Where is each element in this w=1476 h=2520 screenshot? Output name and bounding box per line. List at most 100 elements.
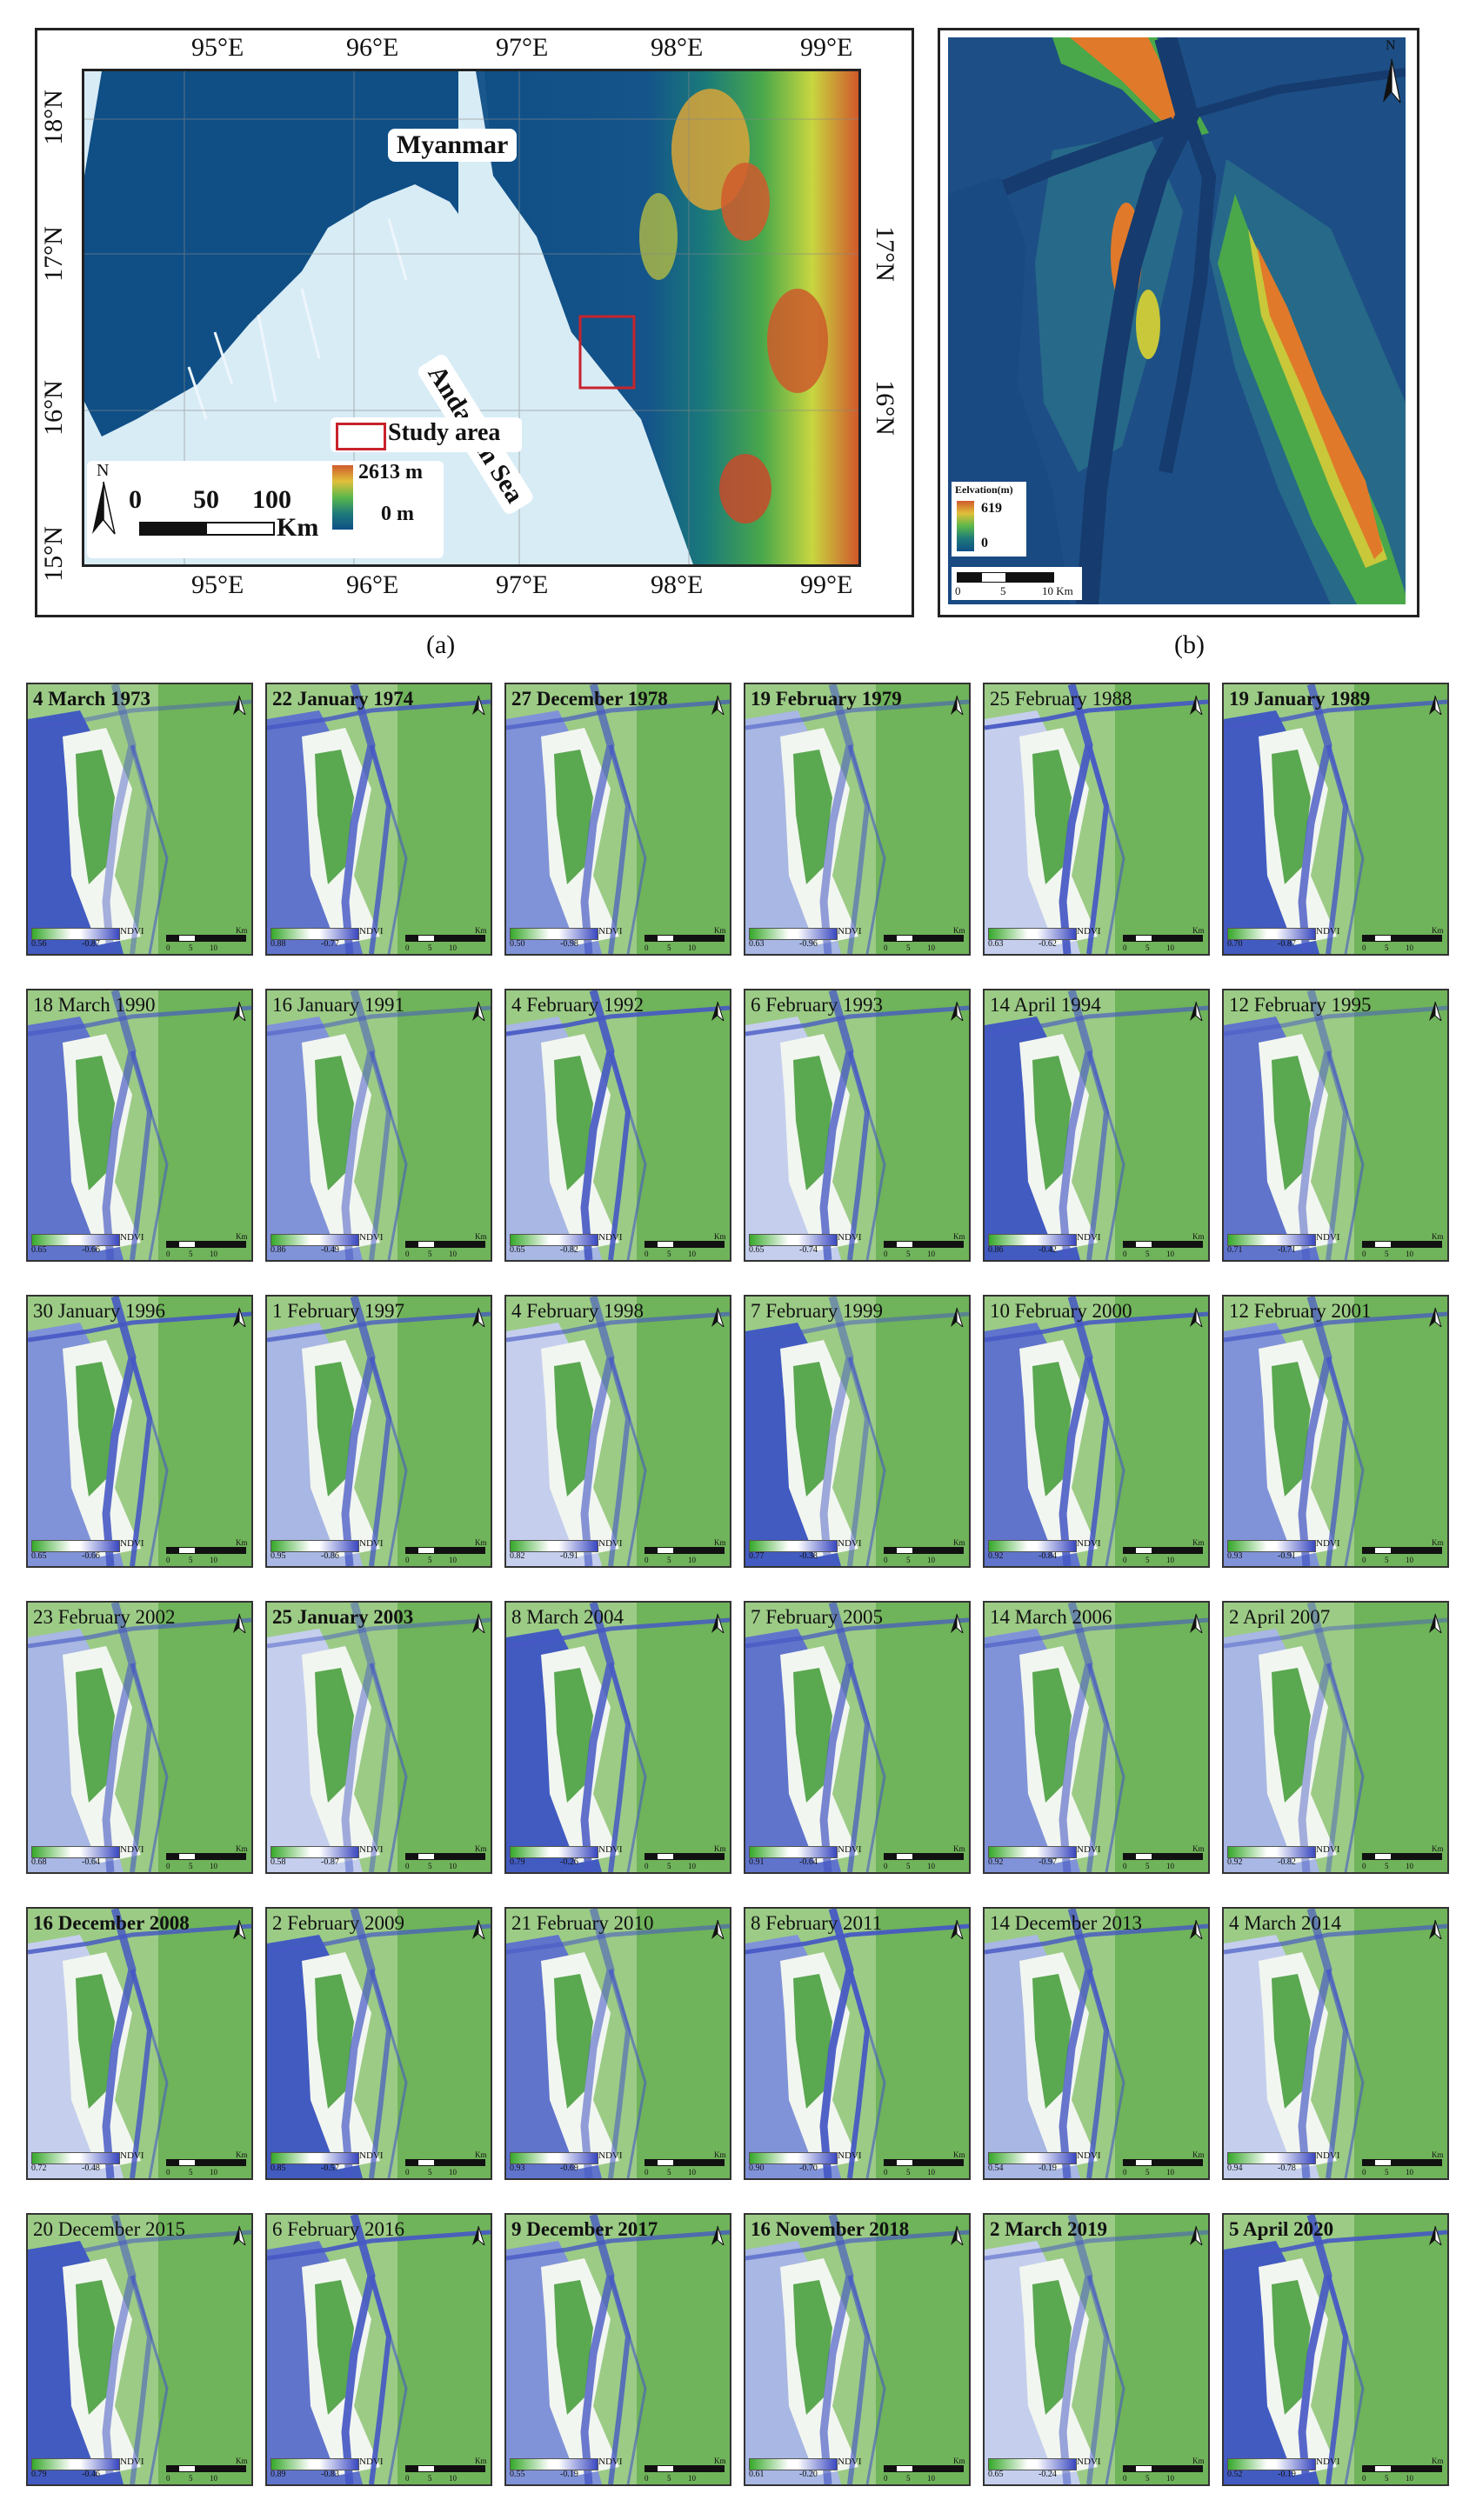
study-area-legend: Study area (331, 417, 522, 452)
ndvi-min-value: -0.97 (1039, 1857, 1057, 1867)
tile-scale-10: 10 (1166, 2474, 1174, 2483)
ndvi-min-value: -0.19 (560, 2470, 578, 2479)
ndvi-colorbar (749, 928, 838, 940)
tile-scale-bar: 0 5 10 Km (1123, 2457, 1205, 2483)
tile-scale-5: 5 (1145, 2474, 1150, 2483)
ndvi-map-image (745, 1297, 969, 1566)
ndvi-colorbar (270, 928, 359, 940)
tile-date: 30 January 1996 (33, 1300, 166, 1322)
ndvi-colorbar (749, 2458, 838, 2470)
tile-scale-0: 0 (644, 943, 649, 952)
north-arrow-icon (1429, 1919, 1442, 1939)
tile-scale-10: 10 (688, 2474, 696, 2483)
ndvi-map-image (1224, 1909, 1447, 2178)
ndvi-legend-label: NDVI (838, 1844, 862, 1855)
tile-date: 12 February 2001 (1229, 1300, 1372, 1322)
caption-a: (a) (426, 630, 456, 659)
ndvi-max-value: 0.79 (510, 1857, 525, 1867)
tile-scale-5: 5 (667, 1862, 671, 1870)
ndvi-min-value: -0.78 (1278, 2163, 1296, 2173)
ndvi-map-image (28, 990, 251, 1260)
ndvi-legend: NDVI 0.68 -0.64 (31, 1844, 160, 1869)
ndvi-tile: 14 April 1994 NDVI 0.86 -0.42 0 5 10 Km (983, 989, 1210, 1262)
tile-scale-unit: Km (236, 1538, 248, 1547)
ndvi-legend-label: NDVI (120, 1232, 144, 1243)
ndvi-tile: 4 March 1973 NDVI 0.56 -0.87 0 5 10 Km (26, 683, 253, 956)
ndvi-legend-label: NDVI (359, 2150, 384, 2161)
ndvi-min-value: -0.69 (560, 2163, 578, 2173)
north-arrow-icon (1429, 1307, 1442, 1327)
ndvi-colorbar (510, 928, 598, 940)
tile-date: 7 February 2005 (751, 1606, 884, 1628)
panel-b-elev-min: 0 (981, 536, 988, 550)
tile-date: 16 November 2018 (751, 2218, 910, 2240)
ndvi-legend: NDVI 0.56 -0.87 (31, 926, 160, 950)
tile-scale-0: 0 (644, 1250, 649, 1258)
ndvi-tile: 16 December 2008 NDVI 0.72 -0.48 0 5 10 … (26, 1907, 253, 2180)
tile-scale-bar: 0 5 10 Km (644, 1538, 726, 1564)
panel-b-legend: Eelvation(m) 619 0 (952, 482, 1026, 557)
ndvi-max-value: 0.93 (510, 2163, 525, 2173)
tile-scale-unit: Km (1192, 926, 1205, 935)
ndvi-legend: NDVI 0.90 -0.70 (749, 2150, 878, 2175)
ndvi-legend: NDVI 0.63 -0.62 (988, 926, 1117, 950)
tile-scale-0: 0 (166, 943, 170, 952)
ndvi-min-value: -0.74 (799, 1245, 818, 1255)
ndvi-colorbar (510, 1234, 598, 1246)
ndvi-colorbar (31, 2458, 120, 2470)
ndvi-max-value: 0.90 (749, 2163, 765, 2173)
north-arrow-icon (1190, 1919, 1203, 1939)
north-arrow-icon (92, 481, 116, 535)
tile-scale-0: 0 (1362, 2474, 1366, 2483)
tile-scale-5: 5 (1145, 943, 1150, 952)
tile-scale-bar: 0 5 10 Km (166, 1538, 248, 1564)
tile-date: 4 February 1998 (511, 1300, 644, 1322)
ndvi-legend: NDVI 0.54 -0.19 (988, 2150, 1117, 2175)
panel-b-scale-bar (957, 572, 1054, 583)
tile-scale-unit: Km (714, 1232, 726, 1241)
ndvi-colorbar (988, 2152, 1077, 2164)
ndvi-min-value: -0.26 (560, 1857, 578, 1867)
ndvi-legend-label: NDVI (598, 1538, 623, 1549)
ndvi-colorbar (31, 1540, 120, 1552)
tile-scale-bar: 0 5 10 Km (405, 1538, 487, 1564)
ndvi-tile: 2 February 2009 NDVI 0.85 -0.57 0 5 10 K… (265, 1907, 492, 2180)
tile-scale-5: 5 (189, 1250, 193, 1258)
north-arrow-icon (1429, 1001, 1442, 1021)
tile-scale-10: 10 (210, 2168, 217, 2177)
tile-scale-10: 10 (1166, 943, 1174, 952)
tile-scale-5: 5 (1145, 1862, 1150, 1870)
tile-scale-unit: Km (953, 2457, 965, 2465)
ndvi-min-value: -0.46 (82, 2470, 100, 2479)
study-area-box (578, 315, 636, 390)
tile-scale-bar: 0 5 10 Km (405, 926, 487, 952)
tile-date: 25 February 1988 (990, 688, 1132, 710)
ndvi-map-image (985, 2215, 1208, 2484)
ndvi-colorbar (1227, 1540, 1316, 1552)
tile-date: 2 February 2009 (272, 1912, 405, 1934)
ndvi-map-image (28, 684, 251, 954)
bottom-tick-3: 97°E (496, 570, 549, 599)
tile-scale-unit: Km (953, 2150, 965, 2159)
tile-scale-10: 10 (1166, 1862, 1174, 1870)
tile-scale-5: 5 (1145, 1250, 1150, 1258)
ndvi-legend: NDVI 0.94 -0.78 (1227, 2150, 1356, 2175)
ndvi-max-value: 0.50 (510, 939, 525, 949)
tile-scale-unit: Km (1192, 2457, 1205, 2465)
ndvi-legend-label: NDVI (598, 926, 623, 937)
north-arrow-icon (951, 1613, 964, 1633)
ndvi-min-value: -0.98 (560, 939, 578, 949)
tile-date: 23 February 2002 (33, 1606, 176, 1628)
ndvi-legend-label: NDVI (1316, 926, 1340, 937)
tile-scale-0: 0 (1362, 1250, 1366, 1258)
ndvi-map-image (267, 684, 491, 954)
north-arrow-icon (711, 2225, 725, 2245)
ndvi-tile: 12 February 1995 NDVI 0.71 -0.71 0 5 10 … (1222, 989, 1449, 1262)
ndvi-colorbar (270, 1540, 359, 1552)
tile-scale-0: 0 (405, 2168, 410, 2177)
ndvi-legend-label: NDVI (120, 1844, 144, 1855)
tile-scale-unit: Km (1432, 2150, 1444, 2159)
north-arrow-icon (951, 1001, 964, 1021)
ndvi-colorbar (1227, 1846, 1316, 1858)
ndvi-map-image (267, 1603, 491, 1872)
